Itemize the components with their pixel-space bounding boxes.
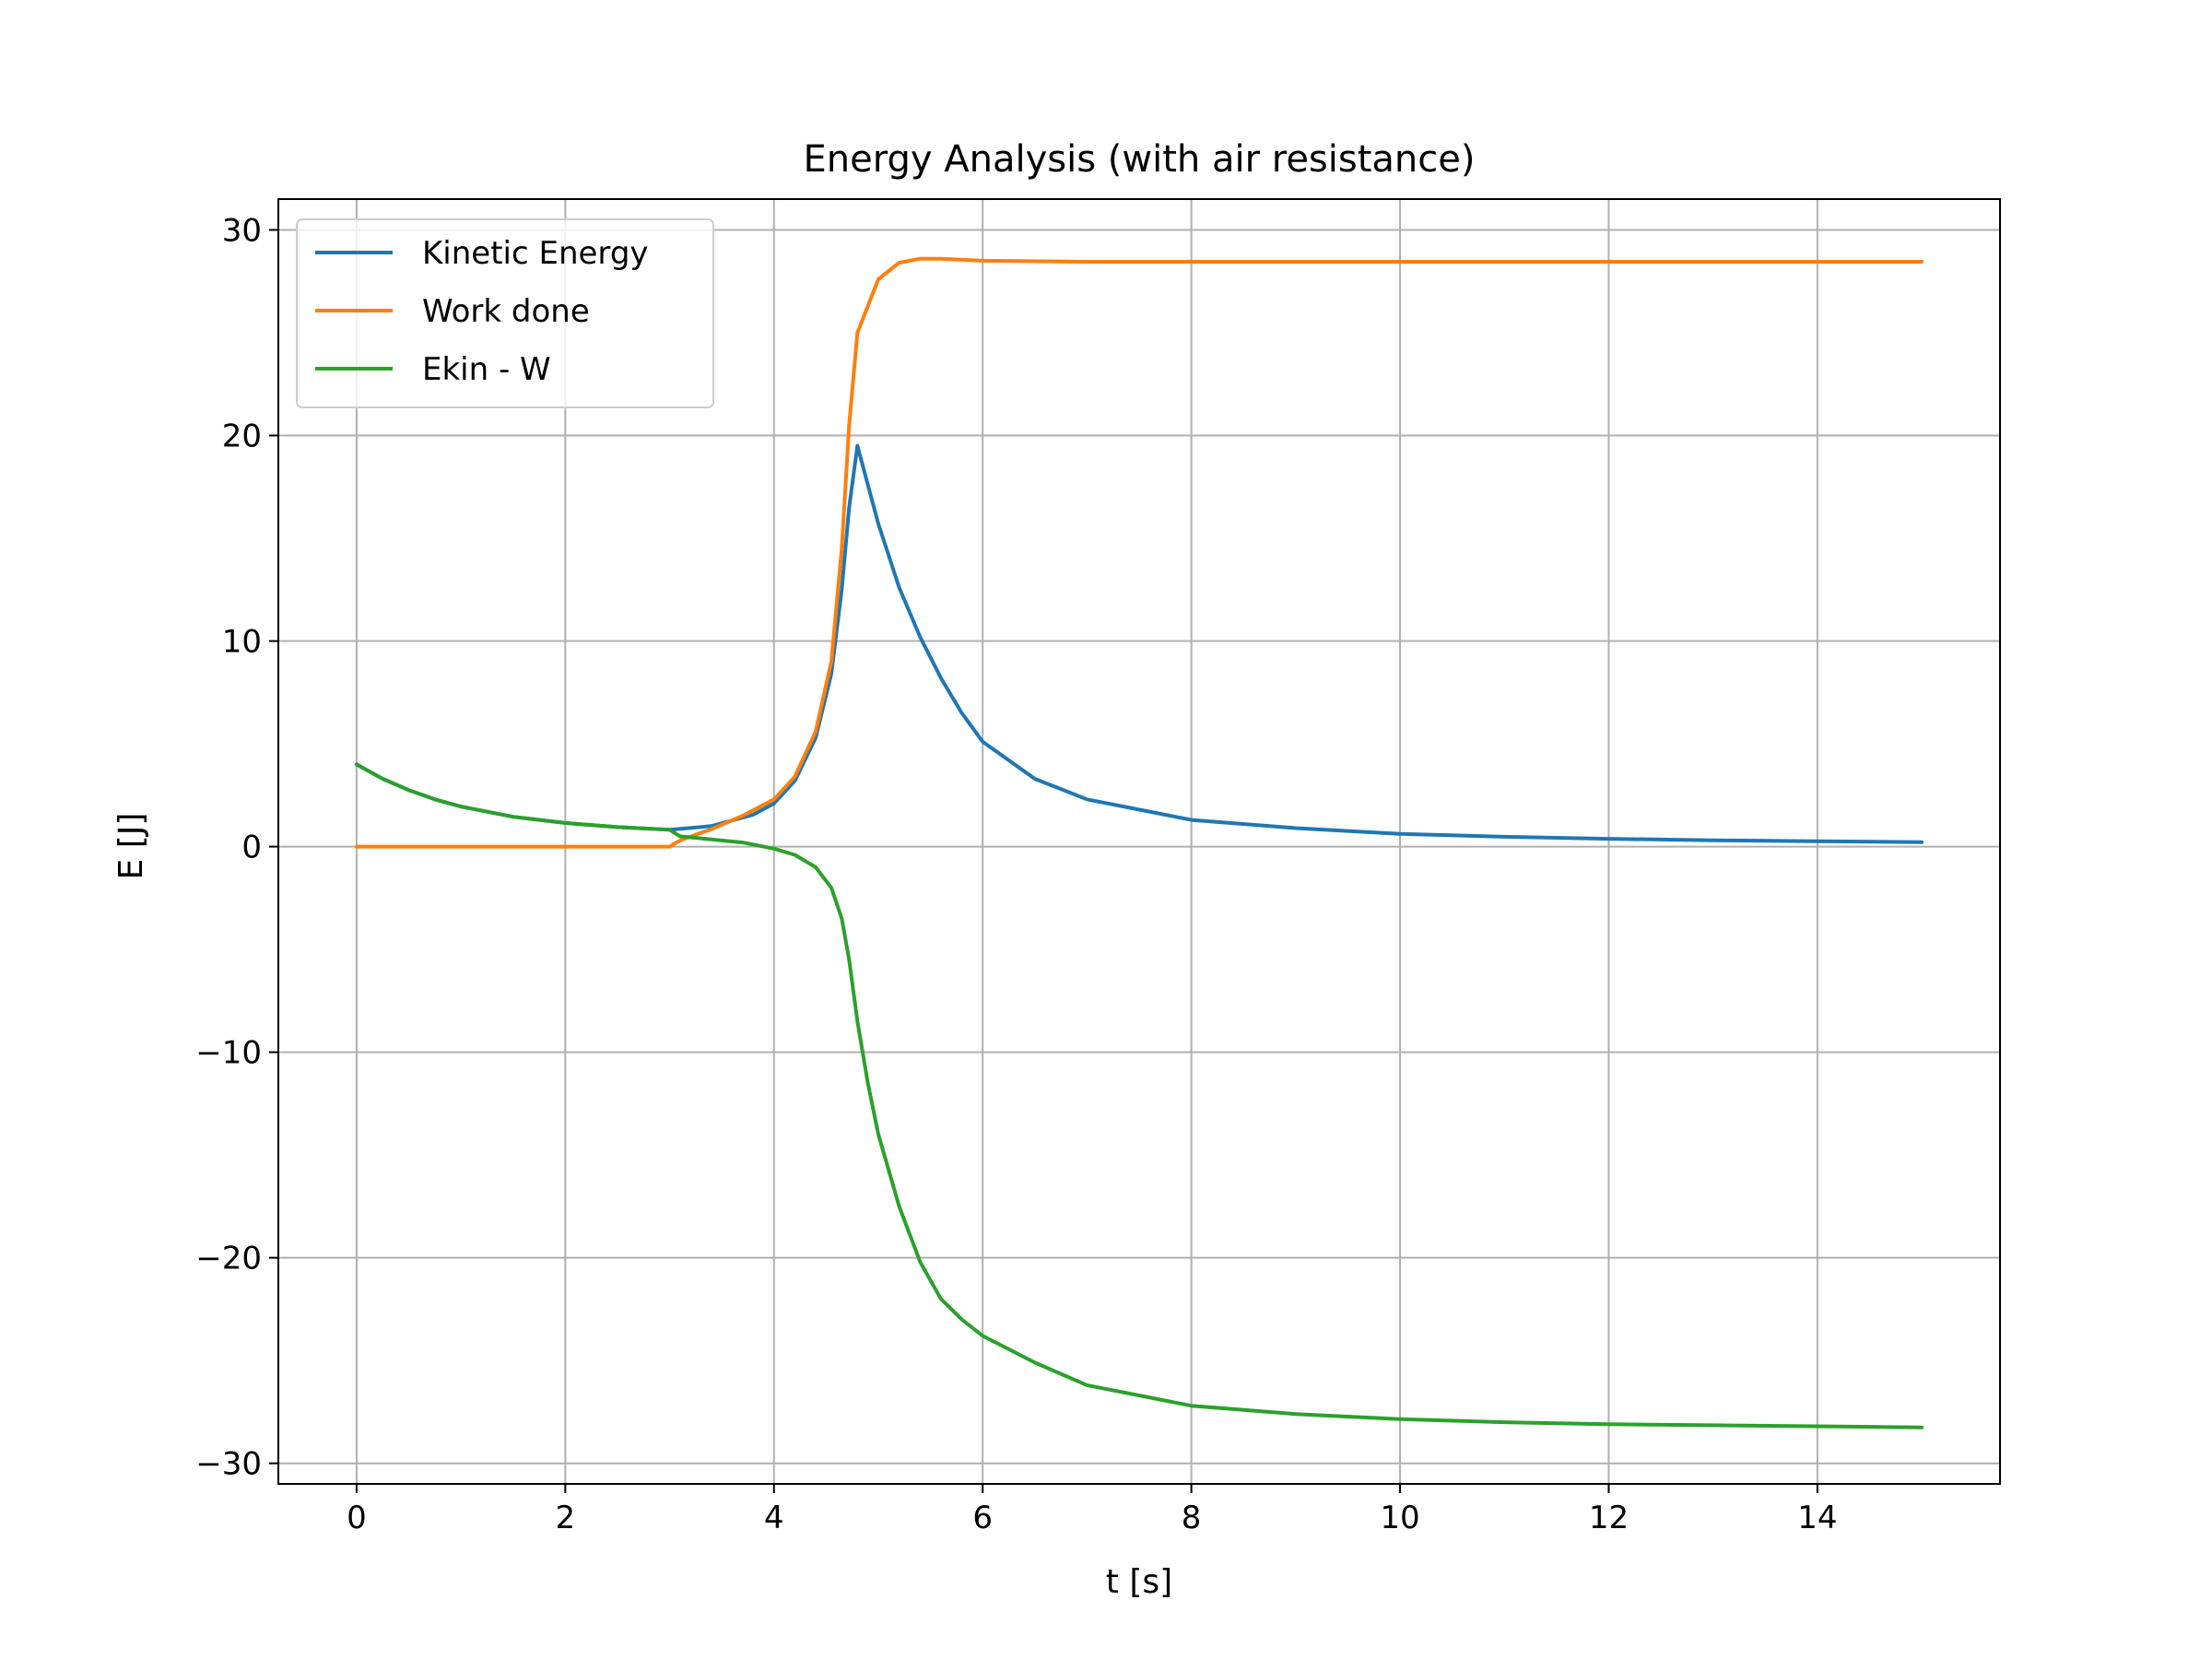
- plot-frame: [277, 198, 2001, 1485]
- series-line-2: [354, 256, 1924, 849]
- series-lines: [354, 256, 1924, 1430]
- x-tick-label: 10: [1380, 1500, 1419, 1536]
- x-tick-label: 4: [764, 1500, 784, 1536]
- series-line-3: [354, 762, 1924, 1430]
- legend-label: Ekin - W: [422, 351, 551, 388]
- legend: Kinetic Energy Work done Ekin - W: [296, 218, 714, 408]
- chart-title: Energy Analysis (with air resistance): [804, 138, 1476, 181]
- y-tick-label: 0: [241, 830, 262, 866]
- x-tick-label: 14: [1797, 1500, 1837, 1536]
- y-axis-label: E [J]: [112, 813, 150, 880]
- y-tick-label: 20: [222, 418, 262, 454]
- x-axis-label: t [s]: [1106, 1563, 1172, 1601]
- axis-ticks: 0 2 4 6 8 10 12 14 −30 −20 −10 0 10 20 30: [195, 212, 1837, 1536]
- x-tick-label: 12: [1589, 1500, 1629, 1536]
- y-tick-label: 10: [222, 624, 262, 661]
- legend-box: [296, 218, 714, 408]
- y-tick-label: 30: [222, 212, 262, 249]
- y-tick-label: −10: [195, 1035, 262, 1072]
- x-tick-label: 6: [972, 1500, 993, 1536]
- legend-label: Work done: [422, 293, 590, 330]
- x-tick-label: 0: [347, 1500, 367, 1536]
- x-tick-label: 2: [556, 1500, 576, 1536]
- y-tick-label: −30: [195, 1446, 262, 1483]
- x-tick-label: 8: [1182, 1500, 1202, 1536]
- legend-label: Kinetic Energy: [422, 235, 649, 272]
- y-tick-label: −20: [195, 1241, 262, 1277]
- grid-lines: [278, 199, 2000, 1484]
